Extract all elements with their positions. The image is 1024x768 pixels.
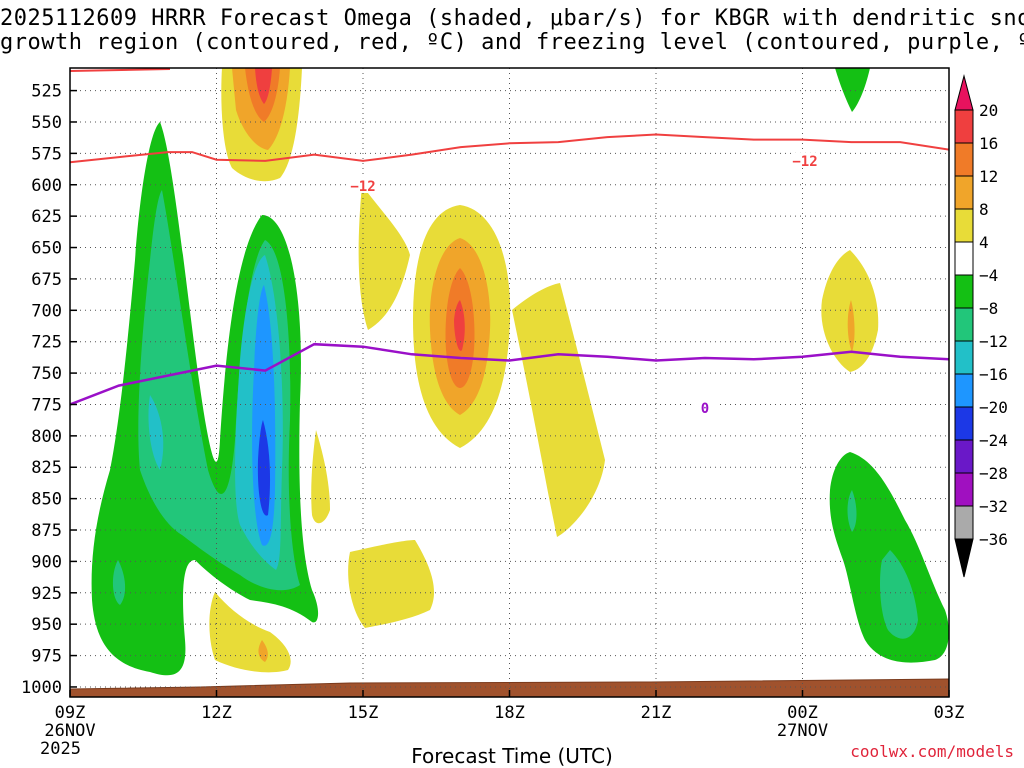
colorbar-segment xyxy=(954,340,974,375)
omega-region-plus8-c xyxy=(847,300,855,352)
colorbar-label: 8 xyxy=(979,200,989,219)
omega-region-plus4-f xyxy=(311,430,330,524)
y-tick-label: 925 xyxy=(31,584,62,604)
y-tick-label: 725 xyxy=(31,333,62,353)
y-tick-label: 975 xyxy=(31,647,62,667)
y-tick-label: 625 xyxy=(31,207,62,227)
colorbar-label: −16 xyxy=(979,365,1008,384)
dgz-label-2: −12 xyxy=(792,154,817,170)
colorbar-segment xyxy=(954,472,974,507)
colorbar-segment xyxy=(954,439,974,474)
dgz-label-1-bg xyxy=(349,178,377,193)
colorbar-segment xyxy=(954,406,974,441)
omega-region-plus4-e xyxy=(209,592,291,673)
axes: 525 550 575 600 625 650 675 700 725 750 775 800 825 8… xyxy=(21,67,965,759)
dgz-contour-fragment xyxy=(70,68,171,72)
y-tick-label: 950 xyxy=(31,615,62,635)
x-tick-date: 27NOV xyxy=(777,721,828,741)
chart-title-line-1: 2025112609 HRRR Forecast Omega (shaded, … xyxy=(0,6,1024,31)
y-tick-label: 675 xyxy=(31,270,62,290)
y-tick-label: 575 xyxy=(31,144,62,164)
colorbar-segment xyxy=(954,307,974,342)
x-tick-label: 12Z xyxy=(201,703,232,723)
freezing-label-bg xyxy=(691,400,719,415)
colorbar: 20 16 12 8 4 −4 −8 −12 −16 −20 −24 −28 −32 −36 xyxy=(954,74,1008,578)
colorbar-segment xyxy=(954,142,974,177)
colorbar-label: −20 xyxy=(979,398,1008,417)
x-tick-label: 09Z xyxy=(55,703,86,723)
x-tick-label: 18Z xyxy=(494,703,525,723)
y-tick-label: 550 xyxy=(31,113,62,133)
omega-region-plus16-mid xyxy=(454,300,465,351)
x-tick-year: 2025 xyxy=(40,739,81,759)
omega-region-minus12-b xyxy=(148,395,164,470)
y-tick-label: 650 xyxy=(31,239,62,259)
colorbar-segment xyxy=(954,274,974,309)
colorbar-segment xyxy=(954,109,974,144)
colorbar-segment xyxy=(954,373,974,408)
omega-region-plus4-d xyxy=(348,540,435,628)
y-tick-label: 900 xyxy=(31,552,62,572)
x-tick-label: 00Z xyxy=(787,703,818,723)
omega-region-plus4-a xyxy=(358,185,410,330)
colorbar-label: −32 xyxy=(979,497,1008,516)
y-tick-label: 775 xyxy=(31,395,62,415)
x-tick-label: 15Z xyxy=(348,703,379,723)
freezing-label: 0 xyxy=(701,401,709,417)
omega-region-plus4-b xyxy=(512,283,605,537)
colorbar-label: −28 xyxy=(979,464,1008,483)
colorbar-label: −36 xyxy=(979,530,1008,549)
colorbar-label: 16 xyxy=(979,134,998,153)
y-tick-label: 825 xyxy=(31,458,62,478)
omega-shading xyxy=(70,68,949,697)
colorbar-segment xyxy=(954,208,974,243)
omega-region-minus20 xyxy=(257,420,271,516)
omega-region-plus8-e xyxy=(258,640,268,662)
y-tick-label: 600 xyxy=(31,176,62,196)
contour-lines: −12 −12 0 xyxy=(70,68,949,417)
y-tick-label: 800 xyxy=(31,427,62,447)
x-axis-label: Forecast Time (UTC) xyxy=(411,744,613,768)
colorbar-label: −12 xyxy=(979,332,1008,351)
omega-region-minus8-b xyxy=(112,560,126,605)
x-tick-date: 26NOV xyxy=(44,721,95,741)
dgz-contour-minus12 xyxy=(70,133,949,164)
credit-link[interactable]: coolwx.com/models xyxy=(850,742,1014,761)
freezing-level-contour xyxy=(70,342,949,406)
omega-region-minus8-east xyxy=(880,550,918,639)
colorbar-top-arrow xyxy=(954,74,974,111)
omega-region-minus4-top xyxy=(835,68,870,112)
omega-region-plus16-top xyxy=(255,68,272,104)
colorbar-label: 4 xyxy=(979,233,989,252)
chart-title-line-2: growth region (contoured, red, ºC) and f… xyxy=(0,30,1024,55)
colorbar-label: −8 xyxy=(979,299,998,318)
colorbar-label: 12 xyxy=(979,167,998,186)
y-tick-label: 525 xyxy=(31,82,62,102)
colorbar-label: 20 xyxy=(979,101,998,120)
x-tick-label: 03Z xyxy=(934,703,965,723)
y-tick-label: 1000 xyxy=(21,678,62,698)
x-tick-label: 21Z xyxy=(641,703,672,723)
y-tick-label: 750 xyxy=(31,364,62,384)
y-tick-label: 850 xyxy=(31,490,62,510)
colorbar-label: −4 xyxy=(979,266,998,285)
dgz-label-1: −12 xyxy=(350,179,375,195)
colorbar-segment xyxy=(954,505,974,540)
colorbar-bottom-arrow xyxy=(954,538,974,578)
colorbar-segment xyxy=(954,175,974,210)
omega-region-minus8-east-b xyxy=(847,490,857,532)
colorbar-segment xyxy=(954,241,974,276)
colorbar-label: −24 xyxy=(979,431,1008,450)
y-tick-label: 700 xyxy=(31,301,62,321)
dgz-label-2-bg xyxy=(791,153,819,168)
y-tick-label: 875 xyxy=(31,521,62,541)
